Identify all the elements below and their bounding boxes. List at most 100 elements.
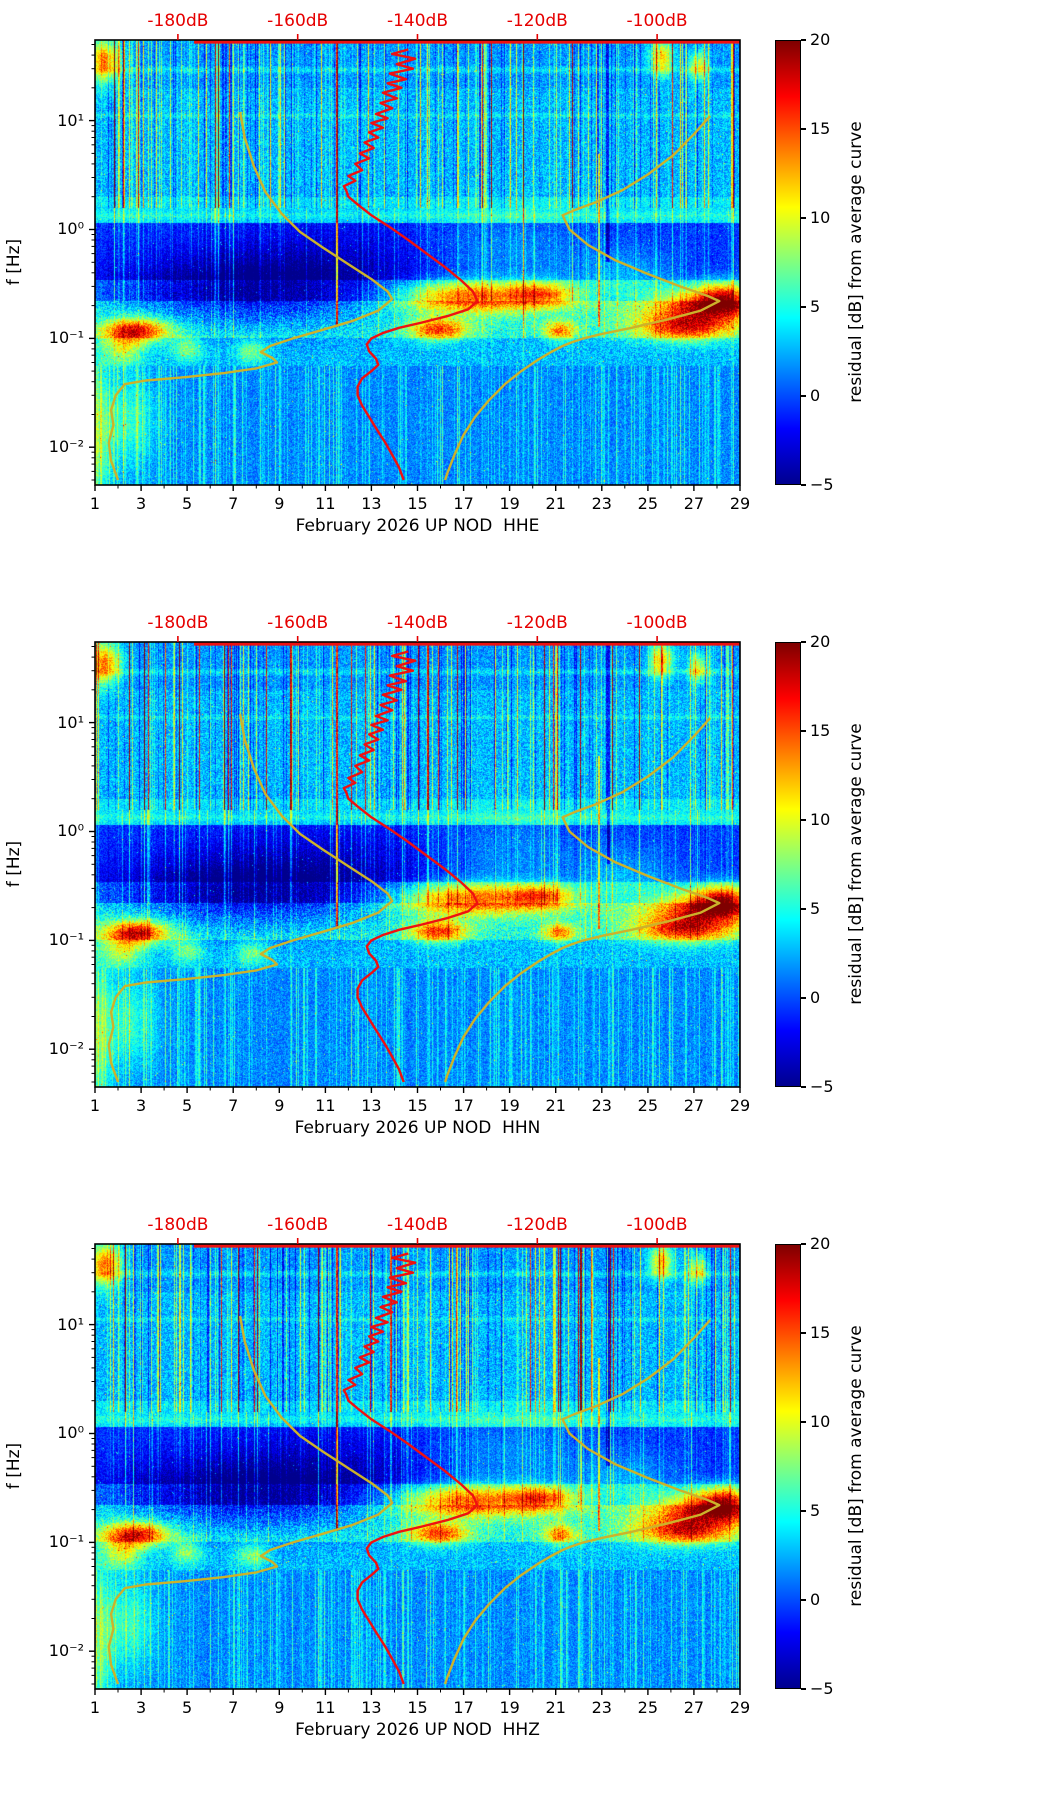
y-tick-label: 10⁻²	[48, 437, 84, 457]
colorbar-tick-label: 15	[810, 119, 831, 138]
colorbar-tick-label: −5	[810, 1077, 834, 1096]
x-tick-label: 25	[637, 1698, 659, 1717]
x-tick-label: 23	[591, 494, 612, 513]
colorbar-tick	[801, 1421, 806, 1423]
colorbar-tick	[801, 819, 806, 821]
x-tick-label: 27	[683, 494, 705, 513]
top-db-tick-label: -140dB	[386, 11, 449, 31]
top-db-tick-label: -160dB	[267, 11, 329, 31]
colorbar-tick-label: 15	[810, 1323, 831, 1342]
x-tick-label: 1	[89, 1096, 101, 1115]
colorbar-tick-label: 20	[810, 30, 831, 49]
colorbar-tick-label: 20	[810, 1234, 831, 1253]
x-axis-title: February 2026 UP NOD HHE	[295, 516, 540, 536]
y-tick-label: 10⁻²	[48, 1039, 84, 1059]
colorbar-label: residual [dB] from average curve	[846, 1325, 866, 1607]
colorbar-tick-label: −5	[810, 1679, 834, 1698]
colorbar-tick-label: 5	[810, 1501, 821, 1520]
x-axis-title: February 2026 UP NOD HHN	[294, 1118, 541, 1138]
colorbar-tick	[801, 217, 806, 219]
x-tick-label: 15	[407, 1096, 428, 1115]
y-tick-label: 10¹	[57, 110, 84, 130]
y-tick-label: 10⁻¹	[48, 1532, 84, 1552]
colorbar-tick	[801, 1510, 806, 1512]
x-tick-label: 13	[361, 1698, 382, 1717]
colorbar-tick-label: 10	[810, 208, 831, 227]
spectrogram-canvas	[95, 642, 740, 1087]
x-tick-label: 7	[228, 1096, 239, 1115]
colorbar-gradient	[776, 1245, 800, 1688]
colorbar-tick	[801, 730, 806, 732]
colorbar-tick-label: 0	[810, 988, 821, 1007]
y-tick-label: 10⁰	[57, 821, 84, 841]
x-tick-label: 19	[499, 494, 520, 513]
colorbar-tick-label: 15	[810, 721, 831, 740]
x-tick-label: 17	[453, 494, 474, 513]
x-tick-label: 7	[228, 494, 239, 513]
spectrogram-canvas	[95, 40, 740, 485]
colorbar-tick	[801, 997, 806, 999]
x-tick-label: 7	[228, 1698, 239, 1717]
colorbar-tick-label: −5	[810, 475, 834, 494]
colorbar-tick-label: 5	[810, 899, 821, 918]
colorbar-tick	[801, 641, 806, 643]
top-db-tick-label: -160dB	[267, 1215, 329, 1235]
top-db-tick-label: -180dB	[147, 1215, 209, 1235]
y-tick-label: 10⁻¹	[48, 930, 84, 950]
x-tick-label: 21	[545, 1698, 566, 1717]
x-tick-label: 15	[407, 494, 428, 513]
colorbar-tick	[801, 39, 806, 41]
x-tick-label: 17	[453, 1096, 474, 1115]
x-tick-label: 11	[315, 1698, 336, 1717]
x-tick-label: 9	[274, 1698, 285, 1717]
x-axis-title: February 2026 UP NOD HHZ	[295, 1720, 540, 1740]
x-tick-label: 21	[545, 1096, 566, 1115]
x-tick-label: 9	[274, 494, 285, 513]
top-db-tick-label: -100dB	[626, 613, 688, 633]
x-tick-label: 1	[89, 494, 101, 513]
top-db-tick-label: -140dB	[386, 613, 449, 633]
x-tick-label: 25	[637, 494, 659, 513]
x-tick-label: 9	[274, 1096, 285, 1115]
colorbar-label: residual [dB] from average curve	[846, 723, 866, 1005]
y-tick-label: 10⁻²	[48, 1641, 84, 1661]
x-tick-label: 23	[591, 1698, 612, 1717]
colorbar-tick-label: 0	[810, 386, 821, 405]
colorbar-tick	[801, 395, 806, 397]
spectrogram-plot	[95, 40, 740, 485]
colorbar-tick	[801, 908, 806, 910]
x-tick-label: 25	[637, 1096, 659, 1115]
colorbar-tick	[801, 306, 806, 308]
colorbar-tick-label: 10	[810, 810, 831, 829]
x-tick-label: 19	[499, 1698, 520, 1717]
spectrogram-plot	[95, 1244, 740, 1689]
top-db-tick-label: -180dB	[147, 613, 209, 633]
x-tick-label: 15	[407, 1698, 428, 1717]
x-tick-label: 29	[729, 1096, 751, 1115]
colorbar-tick	[801, 128, 806, 130]
colorbar	[775, 1244, 801, 1689]
x-tick-label: 13	[361, 494, 382, 513]
top-db-tick-label: -180dB	[147, 11, 209, 31]
colorbar-tick-label: 0	[810, 1590, 821, 1609]
y-axis-label: f [Hz]	[4, 238, 24, 286]
x-tick-label: 5	[182, 494, 193, 513]
colorbar-tick	[801, 1243, 806, 1245]
x-tick-label: 29	[729, 494, 751, 513]
colorbar-tick	[801, 1599, 806, 1601]
colorbar	[775, 40, 801, 485]
top-db-tick-label: -140dB	[386, 1215, 449, 1235]
x-tick-label: 29	[729, 1698, 751, 1717]
x-tick-label: 3	[135, 1096, 147, 1115]
x-tick-label: 19	[499, 1096, 520, 1115]
x-tick-label: 23	[591, 1096, 612, 1115]
y-tick-label: 10¹	[57, 712, 84, 732]
top-db-tick-label: -160dB	[267, 613, 329, 633]
x-tick-label: 1	[89, 1698, 101, 1717]
colorbar-gradient	[776, 41, 800, 484]
colorbar-tick	[801, 484, 806, 486]
top-db-tick-label: -100dB	[626, 1215, 688, 1235]
x-tick-label: 13	[361, 1096, 382, 1115]
y-tick-label: 10⁰	[57, 1423, 84, 1443]
